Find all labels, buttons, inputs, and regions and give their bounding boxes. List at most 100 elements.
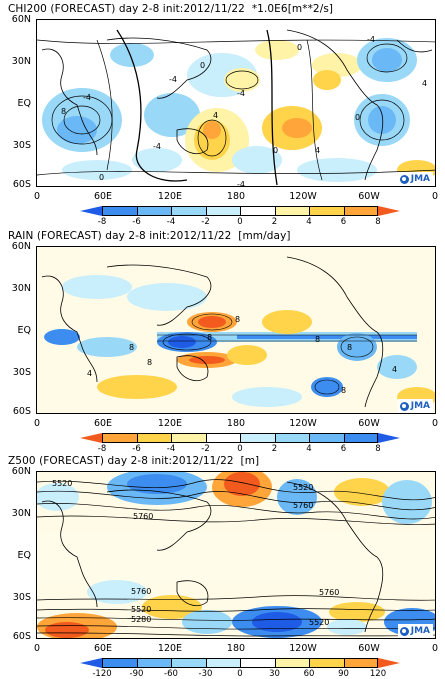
colorbar-label: 90 [338,669,349,679]
lon-label: 0 [431,418,439,429]
lon-label: 60W [358,643,380,654]
colorbar-segment [171,433,206,443]
colorbar-segment [378,433,400,443]
contour-label: 4 [87,369,92,378]
lat-label: 30N [11,283,31,294]
contour-label: 5760 [319,588,339,597]
colorbar-segment [80,206,102,216]
contour-label: 8 [235,315,240,324]
contour-label: 4 [315,146,320,155]
colorbar-segment [171,206,206,216]
colorbar-label: -120 [92,669,112,679]
chi200-field: -4 8 -4 0 -4 0 4 -4 4 -4 0 0 4 0 -4 [37,29,435,187]
colorbar-segment [136,658,171,668]
lat-label: 60S [12,631,31,642]
colorbar-segment [136,206,171,216]
contour-labels: 8 8 8 8 8 8 4 4 8 [87,315,397,395]
colorbar-segment [343,658,378,668]
colorbar-label: 8 [375,217,381,227]
lat-label: 30S [12,140,31,151]
colorbar-label: 2 [271,444,278,454]
colorbar-label: 60 [303,669,315,679]
lat-label: EQ [17,550,31,561]
colorbar-label: -2 [201,444,210,454]
contour-label: 5760 [293,501,313,510]
lat-label: 30S [12,592,31,603]
colorbar-segment [102,433,137,443]
contour-label: 8 [129,343,134,352]
lon-label: 60E [93,191,113,202]
panel-title: Z500 (FORECAST) day 2-8 init:2012/11/22 … [8,455,260,467]
jma-logo: JMA [397,624,433,638]
contour-label: 0 [273,146,278,155]
contour-label: 0 [200,61,205,70]
contour-labels: 5520 5760 5520 5760 5760 5760 5520 5280 … [52,479,339,627]
colorbar-segment [80,658,102,668]
colorbar-segment [80,433,102,443]
contours [37,479,435,637]
lon-label: 0 [33,418,41,429]
map-rain: 8 8 8 8 8 8 4 4 8 JMA [36,246,436,414]
lon-label: 180 [226,418,246,429]
contour-label: 5760 [133,512,153,521]
jma-logo-text: JMA [410,626,430,636]
lon-label: 120E [157,418,183,429]
lon-label: 0 [33,191,41,202]
colorbar-segment [309,206,344,216]
contour-label: 5520 [131,605,151,614]
colorbar [80,433,400,445]
colorbar-label: -8 [97,444,107,454]
colorbar-label: 0 [237,444,243,454]
colorbar-label: -30 [198,669,213,679]
colorbar-label: 8 [375,444,381,454]
contour-label: 0 [99,173,104,182]
contour-label: 8 [207,333,212,342]
lat-label: 60S [12,179,31,190]
colorbar-label: -90 [129,669,144,679]
contour-label: 8 [61,107,66,116]
jma-logo-icon [399,174,409,184]
contour-label: -4 [237,89,245,98]
colorbar-label: 4 [306,444,312,454]
contour-label: 5520 [52,479,72,488]
lon-label: 120W [289,418,317,429]
lon-label: 120E [157,643,183,654]
colorbar-segment [102,658,137,668]
colorbar-segment [343,433,378,443]
contour-label: -4 [237,180,245,187]
z500-field: 5520 5760 5520 5760 5760 5760 5520 5280 … [37,472,435,638]
colorbar-label: 0 [237,669,243,679]
colorbar-segment [240,658,275,668]
contour-label: 8 [341,386,346,395]
colorbar-segment [205,433,240,443]
lon-label: 60W [358,191,380,202]
rain-field: 8 8 8 8 8 8 4 4 8 [37,247,435,413]
colorbar-label: 30 [269,669,280,679]
jma-logo-icon [399,401,409,411]
colorbar-label: -60 [164,669,178,679]
lat-label: 30N [11,56,31,67]
shading [42,38,435,182]
lat-label: 30S [12,367,31,378]
contour-label: 8 [147,358,152,367]
map-chi200: -4 8 -4 0 -4 0 4 -4 4 -4 0 0 4 0 -4 JMA [36,19,436,187]
lat-label: 60S [12,406,31,417]
contour-label: 0 [297,43,302,52]
colorbar-segment [378,658,400,668]
lon-label: 180 [226,643,246,654]
colorbar-label: -6 [132,217,141,227]
shading [37,247,435,413]
colorbar-segment [205,206,240,216]
contour-label: 8 [315,335,320,344]
panel-title: CHI200 (FORECAST) day 2-8 init:2012/11/2… [8,3,334,15]
coastlines [41,29,433,181]
map-z500: 5520 5760 5520 5760 5760 5760 5520 5280 … [36,471,436,639]
lon-label: 0 [33,643,41,654]
panel-z500: Z500 (FORECAST) day 2-8 init:2012/11/22 … [0,455,445,679]
contour-label: 5520 [309,618,329,627]
colorbar-segment [240,433,275,443]
colorbar [80,206,400,218]
lat-label: 60N [11,466,31,477]
panel-chi200: CHI200 (FORECAST) day 2-8 init:2012/11/2… [0,3,445,227]
jma-logo-text: JMA [410,174,430,184]
